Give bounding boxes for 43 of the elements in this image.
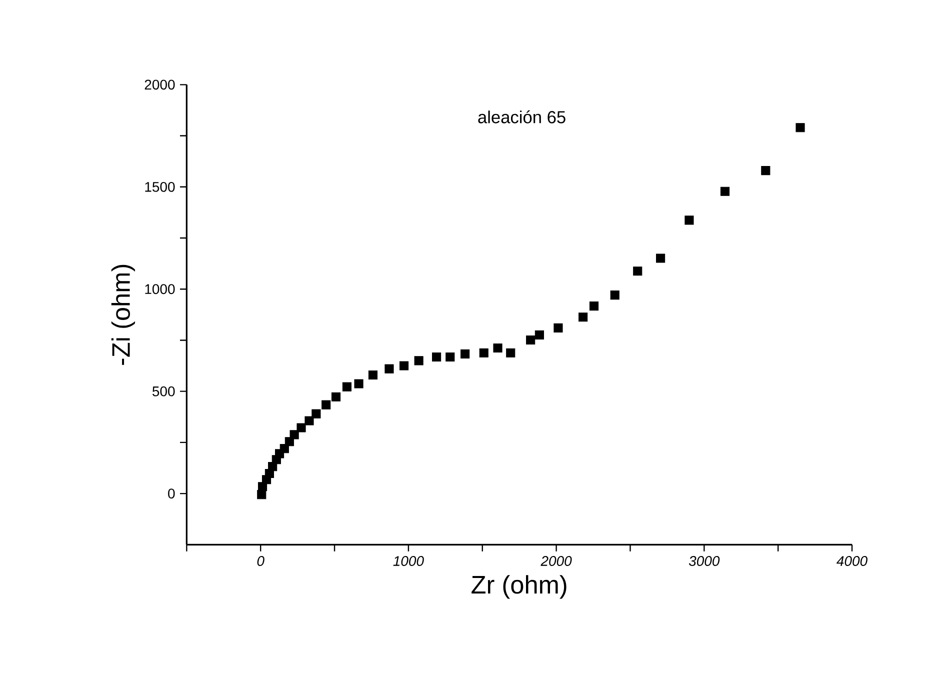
point <box>761 166 770 176</box>
point <box>460 349 470 358</box>
x-axis-title: Zr (ohm) <box>472 575 566 599</box>
point <box>331 392 341 402</box>
point <box>796 123 805 132</box>
point <box>296 423 306 432</box>
point <box>506 348 516 358</box>
x-tick-label: 3000 <box>688 556 720 566</box>
x-tick-label: 0 <box>257 556 264 566</box>
point <box>610 290 620 300</box>
y-tick-label: 500 <box>152 386 175 396</box>
point <box>656 254 666 263</box>
y-tick-label: 2000 <box>144 80 175 90</box>
point <box>578 312 588 322</box>
point <box>534 330 544 340</box>
point <box>304 416 314 426</box>
y-tick-label: 1500 <box>145 182 175 192</box>
point <box>342 382 352 392</box>
point <box>633 266 642 276</box>
x-tick-label: 4000 <box>836 556 868 566</box>
point <box>493 343 502 353</box>
point <box>312 409 321 418</box>
point <box>322 400 331 410</box>
y-axis-title: -Zi (ohm) <box>111 264 135 365</box>
point <box>684 216 694 225</box>
point <box>354 379 364 388</box>
y-tick-label: 0 <box>168 488 175 499</box>
point <box>446 352 455 362</box>
point <box>384 364 394 374</box>
x-tick-label: 2000 <box>540 556 572 566</box>
point <box>399 361 409 370</box>
x-tick-label: 1000 <box>393 556 424 566</box>
point <box>368 370 378 380</box>
point <box>414 356 424 366</box>
annotation: aleación 65 <box>478 110 566 124</box>
y-tick-label: 1000 <box>145 284 175 294</box>
point <box>479 348 488 358</box>
point <box>720 186 730 196</box>
point <box>432 352 442 362</box>
point <box>526 335 536 345</box>
point <box>290 430 299 440</box>
point <box>554 323 563 332</box>
point <box>589 302 599 311</box>
